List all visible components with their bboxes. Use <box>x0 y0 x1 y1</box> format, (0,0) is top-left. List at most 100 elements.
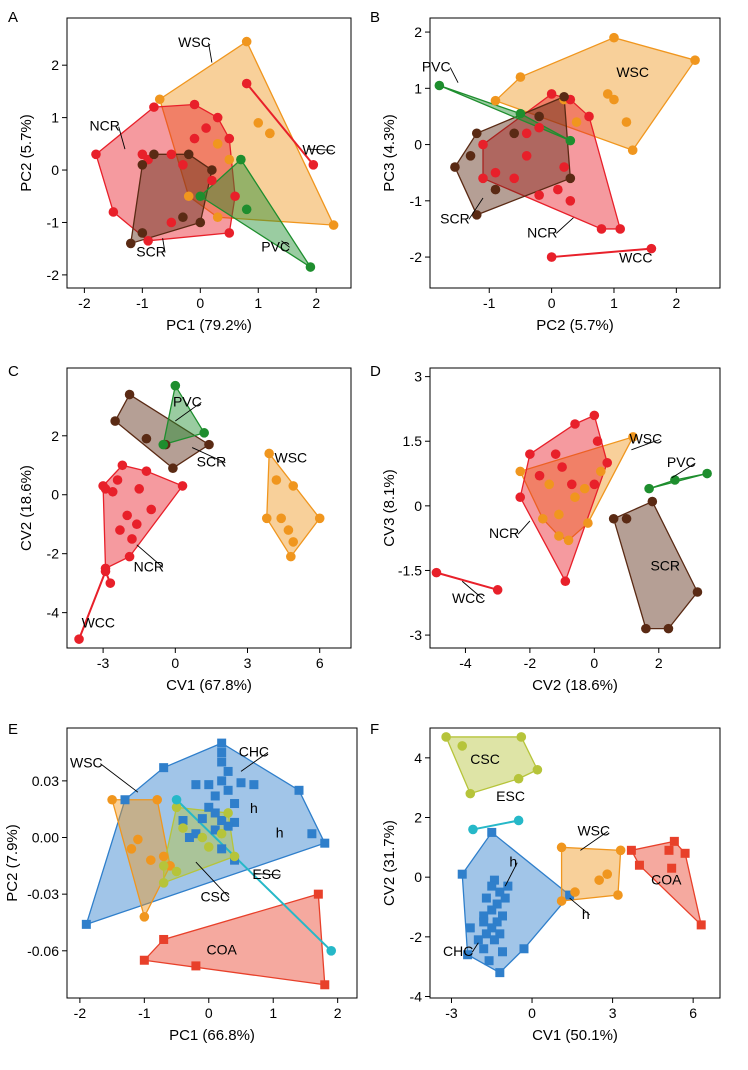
point-wsc <box>286 551 296 562</box>
point-csc <box>171 802 182 813</box>
y-tick-label: 0 <box>414 137 422 153</box>
point-wsc <box>139 912 150 922</box>
x-tick-label: 2 <box>334 1005 342 1021</box>
point-chc <box>479 911 489 921</box>
point-wsc <box>556 842 567 853</box>
point-scr <box>124 389 135 400</box>
point-ncr <box>525 449 535 459</box>
point-pvc <box>644 483 654 494</box>
point-scr <box>608 513 619 524</box>
point-wsc <box>595 466 606 477</box>
point-esc <box>171 794 182 805</box>
point-csc <box>178 823 188 833</box>
point-coa <box>159 934 169 944</box>
point-ncr <box>589 410 600 421</box>
x-tick-label: 2 <box>655 655 663 671</box>
point-csc <box>158 878 169 888</box>
point-scr <box>137 159 148 170</box>
point-csc <box>532 764 543 775</box>
y-axis-label: PC3 (4.3%) <box>381 114 398 192</box>
point-wsc <box>571 117 582 127</box>
point-chc <box>307 829 317 839</box>
point-chc <box>210 791 220 801</box>
point-scr <box>149 149 159 160</box>
point-scr <box>178 212 188 223</box>
x-tick-label: 0 <box>548 295 556 311</box>
y-tick-label: -2 <box>47 267 60 283</box>
point-coa <box>313 889 323 899</box>
annotation-csc: CSC <box>470 751 500 767</box>
point-chc <box>519 944 529 954</box>
point-wsc <box>253 118 264 128</box>
point-chc <box>457 869 467 879</box>
point-wsc <box>570 887 580 897</box>
line-wcc <box>245 82 315 166</box>
annotation-leader <box>569 897 591 916</box>
point-wsc <box>690 55 700 65</box>
point-csc <box>216 828 227 839</box>
point-csc <box>229 851 240 862</box>
point-ncr <box>596 224 607 234</box>
point-chc <box>481 929 491 939</box>
line-wcc <box>551 247 652 259</box>
annotation-leader <box>162 238 166 253</box>
point-ncr <box>134 484 145 494</box>
point-scr <box>647 496 658 507</box>
point-ncr <box>565 196 576 206</box>
point-ncr <box>509 173 519 184</box>
annotation-wsc: WSC <box>178 34 211 50</box>
panel-label: B <box>370 9 380 26</box>
point-wsc <box>554 509 564 520</box>
annotation-csc: CSC <box>200 889 230 905</box>
x-tick-label: 3 <box>244 655 252 671</box>
point-chc <box>217 776 227 786</box>
point-csc <box>457 741 468 751</box>
x-tick-label: 0 <box>196 295 204 311</box>
point-scr <box>490 184 501 195</box>
annotation-leader <box>136 544 164 568</box>
y-tick-label: -2 <box>410 249 423 265</box>
point-chc <box>489 935 499 945</box>
point-wsc <box>133 834 143 845</box>
annotation-wsc: WSC <box>274 449 307 465</box>
y-tick-label: 0 <box>414 498 422 514</box>
y-tick-label: 1 <box>51 110 59 126</box>
point-chc <box>217 816 227 826</box>
point-wsc <box>627 145 638 155</box>
point-ncr <box>178 159 188 170</box>
point-coa <box>139 955 149 965</box>
panel-F: F -3 0 3 6 -4 -2 0 2 4 CV1 (50.1%) CV2 (31.7%) CSC ES… <box>370 721 721 1044</box>
point-ncr <box>127 534 137 544</box>
point-ncr <box>124 551 135 562</box>
y-tick-label: -2 <box>47 546 60 562</box>
point-wsc <box>288 481 299 491</box>
annotation-leader <box>208 42 213 63</box>
y-axis-label: PC2 (7.9%) <box>4 824 21 902</box>
point-ncr <box>521 128 532 139</box>
annotation-esc: ESC <box>252 866 281 882</box>
point-wsc <box>615 845 626 856</box>
y-tick-label: 1.5 <box>403 433 423 449</box>
x-tick-label: -3 <box>97 655 110 671</box>
point-coa <box>664 845 674 855</box>
annotation-pvc: PVC <box>261 238 290 254</box>
point-ncr <box>534 122 544 133</box>
point-wsc <box>126 844 137 854</box>
point-wsc <box>152 794 163 805</box>
x-tick-label: 1 <box>610 295 618 311</box>
annotation-leader <box>175 401 202 422</box>
y-tick-label: 2 <box>51 57 59 73</box>
point-wsc <box>328 220 339 230</box>
point-wsc <box>537 513 548 524</box>
point-wcc <box>105 578 116 588</box>
annotation-leader <box>281 240 290 248</box>
point-csc <box>441 732 451 742</box>
point-chc <box>210 808 220 818</box>
y-axis-label: CV2 (31.7%) <box>381 820 398 906</box>
x-tick-label: 2 <box>672 295 680 311</box>
point-scr <box>141 433 152 444</box>
y-tick-label: 2 <box>51 428 59 444</box>
point-ncr <box>557 462 567 472</box>
point-ncr <box>189 133 200 144</box>
